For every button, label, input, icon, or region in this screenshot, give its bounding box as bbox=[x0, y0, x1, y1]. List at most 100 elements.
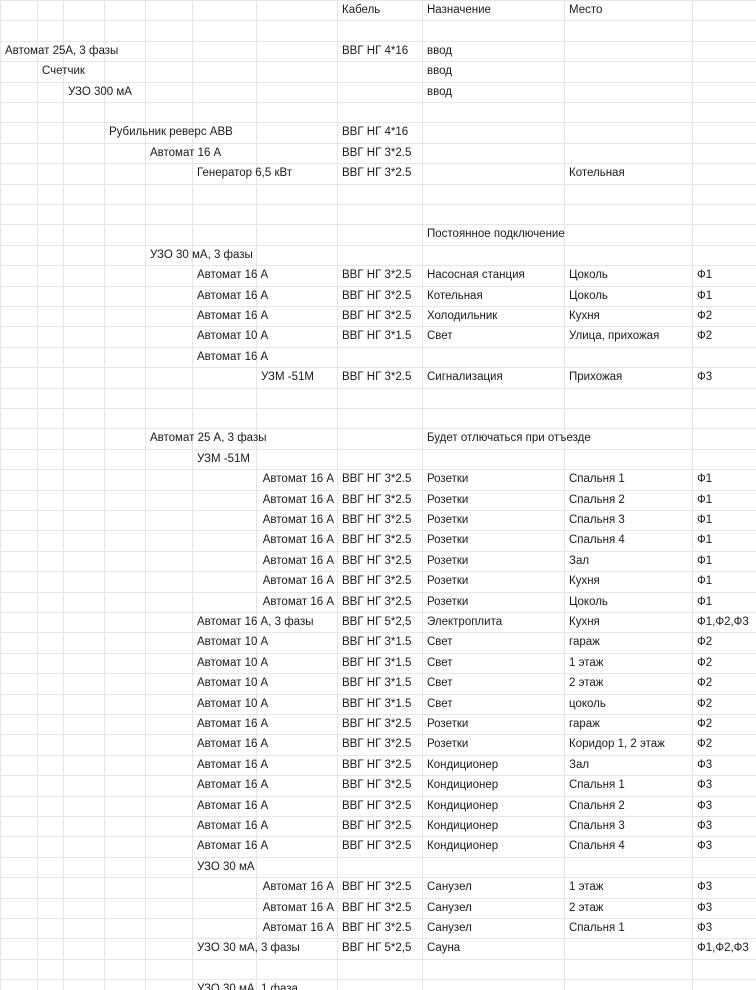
cell-I29-value[interactable]: Розетки bbox=[422, 571, 565, 593]
cell-G27-value[interactable]: Автомат 16 А bbox=[256, 530, 338, 552]
cell-C27[interactable] bbox=[63, 530, 105, 552]
cell-J21[interactable] bbox=[564, 408, 693, 430]
cell-B7[interactable] bbox=[37, 122, 64, 144]
cell-G21[interactable] bbox=[256, 408, 338, 430]
cell-G42[interactable] bbox=[256, 836, 338, 858]
cell-H47-value[interactable]: ВВГ НГ 5*2,5 bbox=[337, 938, 423, 960]
cell-B48[interactable] bbox=[37, 959, 64, 981]
cell-F6[interactable] bbox=[192, 102, 257, 124]
cell-I31-value[interactable]: Электроплита bbox=[422, 612, 565, 634]
cell-E45[interactable] bbox=[145, 898, 193, 920]
cell-J49[interactable] bbox=[564, 979, 693, 990]
cell-H1-value[interactable]: Кабель bbox=[337, 0, 423, 22]
cell-C19[interactable] bbox=[63, 367, 105, 389]
table-row[interactable]: Автомат 16 А ВВГ НГ 3*2.5 Кондиционер Спаль… bbox=[0, 816, 756, 838]
cell-G11[interactable] bbox=[256, 204, 338, 226]
cell-E1[interactable] bbox=[145, 0, 193, 22]
cell-D49[interactable] bbox=[104, 979, 146, 990]
cell-H44-value[interactable]: ВВГ НГ 3*2.5 bbox=[337, 877, 423, 899]
cell-C29[interactable] bbox=[63, 571, 105, 593]
table-row[interactable]: Автомат 16 А bbox=[0, 347, 756, 369]
table-row[interactable] bbox=[0, 20, 756, 42]
cell-A46[interactable] bbox=[0, 918, 38, 940]
cell-E25[interactable] bbox=[145, 490, 193, 511]
cell-J12[interactable] bbox=[564, 224, 693, 246]
cell-F22[interactable] bbox=[192, 428, 257, 450]
cell-C36[interactable] bbox=[63, 714, 105, 736]
cell-C3[interactable] bbox=[63, 41, 105, 63]
table-row[interactable]: Автомат 10 А ВВГ НГ 3*1.5 Свет цоколь Ф2 bbox=[0, 694, 756, 716]
cell-I35-value[interactable]: Свет bbox=[422, 694, 565, 716]
cell-I18[interactable] bbox=[422, 347, 565, 369]
cell-D21[interactable] bbox=[104, 408, 146, 430]
cell-F4[interactable] bbox=[192, 61, 257, 83]
cell-I14-value[interactable]: Насосная станция bbox=[422, 265, 565, 287]
cell-J6[interactable] bbox=[564, 102, 693, 124]
cell-C17[interactable] bbox=[63, 326, 105, 348]
cell-K12[interactable] bbox=[692, 224, 756, 246]
cell-G37[interactable] bbox=[256, 734, 338, 756]
table-row[interactable]: Автомат 16 А ВВГ НГ 3*2.5 Розетки Коридор 1… bbox=[0, 734, 756, 756]
cell-H6[interactable] bbox=[337, 102, 423, 124]
cell-B10[interactable] bbox=[37, 184, 64, 205]
cell-F43-value[interactable]: УЗО 30 мА bbox=[192, 857, 257, 879]
cell-E36[interactable] bbox=[145, 714, 193, 736]
cell-E5[interactable] bbox=[145, 82, 193, 103]
cell-K47-value[interactable]: Ф1,Ф2,Ф3 bbox=[692, 938, 756, 960]
table-row[interactable]: УЗО 300 мА ввод bbox=[0, 82, 756, 103]
cell-H42-value[interactable]: ВВГ НГ 3*2.5 bbox=[337, 836, 423, 858]
cell-G20[interactable] bbox=[256, 388, 338, 409]
cell-G38[interactable] bbox=[256, 755, 338, 777]
cell-K26-value[interactable]: Ф1 bbox=[692, 510, 756, 532]
cell-G31[interactable] bbox=[256, 612, 338, 634]
cell-H12[interactable] bbox=[337, 224, 423, 246]
cell-E44[interactable] bbox=[145, 877, 193, 899]
cell-H27-value[interactable]: ВВГ НГ 3*2.5 bbox=[337, 530, 423, 552]
cell-I19-value[interactable]: Сигнализация bbox=[422, 367, 565, 389]
cell-A15[interactable] bbox=[0, 286, 38, 307]
cell-B32[interactable] bbox=[37, 632, 64, 654]
cell-D4[interactable] bbox=[104, 61, 146, 83]
cell-D45[interactable] bbox=[104, 898, 146, 920]
cell-A11[interactable] bbox=[0, 204, 38, 226]
cell-F39-value[interactable]: Автомат 16 А bbox=[192, 775, 268, 797]
cell-A40[interactable] bbox=[0, 796, 38, 818]
cell-A9[interactable] bbox=[0, 163, 38, 185]
cell-C25[interactable] bbox=[63, 490, 105, 511]
cell-F38-value[interactable]: Автомат 16 А bbox=[192, 755, 268, 777]
cell-I22-value[interactable]: Будет отлючаться при отъезде bbox=[422, 428, 591, 450]
cell-I36-value[interactable]: Розетки bbox=[422, 714, 565, 736]
cell-J2[interactable] bbox=[564, 20, 693, 42]
cell-I45-value[interactable]: Санузел bbox=[422, 898, 565, 920]
cell-E8-value[interactable]: Автомат 16 А bbox=[145, 143, 221, 165]
cell-E19[interactable] bbox=[145, 367, 193, 389]
cell-H8-value[interactable]: ВВГ НГ 3*2.5 bbox=[337, 143, 423, 165]
cell-F1[interactable] bbox=[192, 0, 257, 22]
cell-I37-value[interactable]: Розетки bbox=[422, 734, 565, 756]
cell-H49[interactable] bbox=[337, 979, 423, 990]
cell-I9[interactable] bbox=[422, 163, 565, 185]
cell-I44-value[interactable]: Санузел bbox=[422, 877, 565, 899]
cell-C15[interactable] bbox=[63, 286, 105, 307]
cell-J41-value[interactable]: Спальня 3 bbox=[564, 816, 693, 838]
cell-I40-value[interactable]: Кондиционер bbox=[422, 796, 565, 818]
cell-B23[interactable] bbox=[37, 449, 64, 471]
cell-F25[interactable] bbox=[192, 490, 257, 511]
cell-D10[interactable] bbox=[104, 184, 146, 205]
cell-I23[interactable] bbox=[422, 449, 565, 471]
cell-E48[interactable] bbox=[145, 959, 193, 981]
cell-D16[interactable] bbox=[104, 306, 146, 328]
cell-K49[interactable] bbox=[692, 979, 756, 990]
cell-C41[interactable] bbox=[63, 816, 105, 838]
cell-C34[interactable] bbox=[63, 673, 105, 695]
cell-A42[interactable] bbox=[0, 836, 38, 858]
cell-D3[interactable] bbox=[104, 41, 146, 63]
cell-J24-value[interactable]: Спальня 1 bbox=[564, 469, 693, 491]
cell-K23[interactable] bbox=[692, 449, 756, 471]
cell-E39[interactable] bbox=[145, 775, 193, 797]
cell-G46-value[interactable]: Автомат 16 А bbox=[256, 918, 338, 940]
cell-E30[interactable] bbox=[145, 592, 193, 613]
cell-F3[interactable] bbox=[192, 41, 257, 63]
